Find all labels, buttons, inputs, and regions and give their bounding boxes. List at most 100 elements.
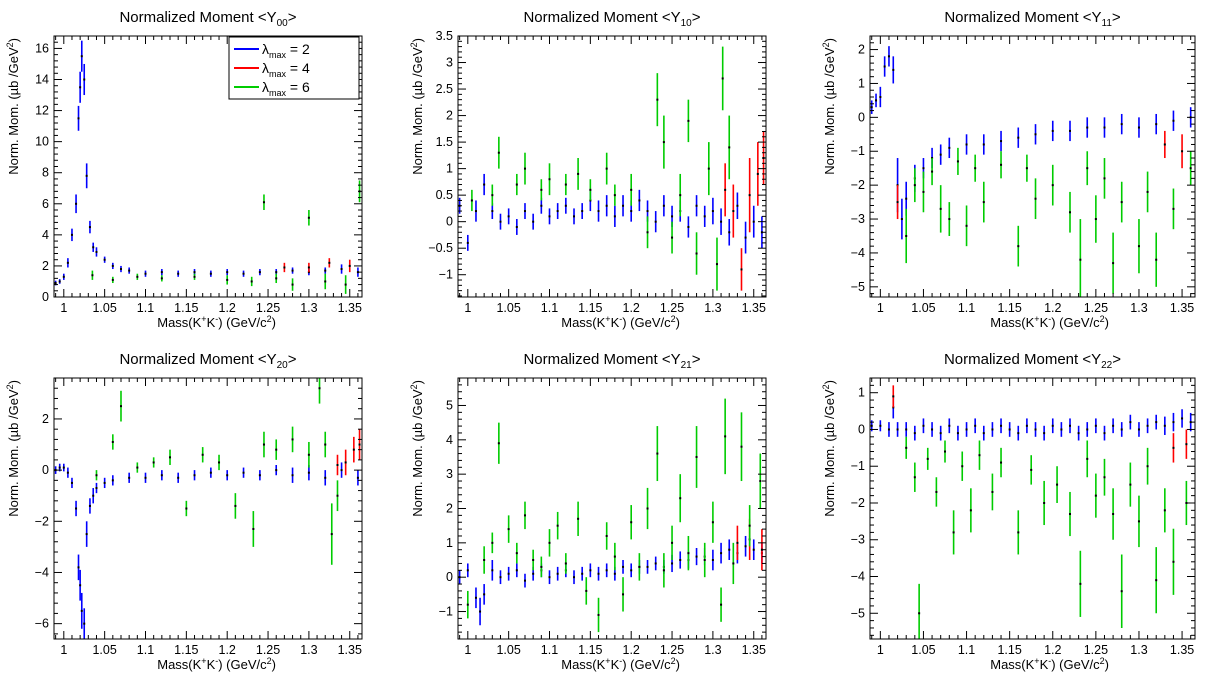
data-point [1103, 432, 1106, 435]
data-point [92, 494, 95, 497]
data-point [136, 466, 139, 469]
text-part: ) (GeV/c [1051, 315, 1100, 330]
series-blue [870, 46, 1192, 240]
data-point [879, 424, 882, 427]
data-point [474, 210, 477, 213]
data-point [879, 96, 882, 99]
data-point [324, 443, 327, 446]
data-point [922, 167, 925, 170]
text-part: Normalized Moment <Y [944, 9, 1101, 26]
data-point [136, 275, 139, 278]
data-point [1025, 167, 1028, 170]
x-tick-label: 1.2 [623, 301, 640, 315]
data-point [630, 521, 633, 524]
data-point [497, 442, 500, 445]
data-point [77, 117, 80, 120]
y-tick-label: −1 [851, 459, 865, 473]
x-tick-label: 1.05 [92, 643, 116, 657]
data-point [918, 612, 921, 615]
text-part: Normalized Moment <Y [523, 351, 680, 368]
text-part: Norm. Mom. (µb /GeV [822, 389, 837, 517]
data-point [605, 167, 608, 170]
data-point [193, 275, 196, 278]
x-axis-title: Mass(K+K-) (GeV/c2) [990, 314, 1109, 330]
data-point [1056, 483, 1059, 486]
text-part: 2 [5, 42, 15, 47]
data-point [88, 226, 91, 229]
data-point [515, 183, 518, 186]
data-point [1079, 582, 1082, 585]
data-point [160, 271, 163, 274]
data-point [991, 428, 994, 431]
x-tick-label: 1.25 [256, 301, 280, 315]
data-point [66, 471, 69, 474]
data-point [1086, 428, 1089, 431]
data-point [638, 199, 641, 202]
y-tick-label: −4 [35, 565, 49, 579]
data-point [128, 269, 131, 272]
data-point [275, 271, 278, 274]
data-point [119, 268, 122, 271]
data-point [83, 622, 86, 625]
data-point [961, 465, 964, 468]
data-point [1034, 133, 1037, 136]
data-point [209, 272, 212, 275]
data-point [1120, 123, 1123, 126]
data-point [307, 266, 310, 269]
text-part: 2 [409, 384, 419, 389]
data-point [1094, 218, 1097, 221]
x-tick-label: 1.15 [174, 643, 198, 657]
x-tick-label: 1.1 [541, 643, 558, 657]
data-point [597, 613, 600, 616]
x-tick-label: 1.2 [219, 301, 236, 315]
data-point [466, 241, 469, 244]
x-tick-label: 1 [60, 301, 67, 315]
data-point [687, 552, 690, 555]
text-part: ) [1105, 657, 1109, 672]
text-part: 11 [1102, 18, 1113, 29]
legend-entry: λmax = 4 [262, 60, 310, 79]
data-point [695, 204, 698, 207]
y-axis-title: Norm. Mom. (µb /GeV2) [821, 38, 837, 175]
x-tick-label: 1.25 [660, 643, 684, 657]
data-point [83, 78, 86, 81]
data-point [671, 541, 674, 544]
series-green [95, 378, 339, 565]
data-point [724, 188, 727, 191]
data-point [662, 204, 665, 207]
panel-title: Normalized Moment <Y20> [119, 351, 296, 371]
legend-entry: λmax = 6 [262, 79, 310, 98]
data-point [85, 174, 88, 177]
data-point [234, 504, 237, 507]
y-tick-label: 3 [446, 467, 453, 481]
plot-frame [869, 35, 1196, 298]
data-point [548, 541, 551, 544]
data-point [540, 565, 543, 568]
chart-panel-1: Normalized Moment <Y10>1 1.05 1.1 1.15 1.2 1.… [409, 9, 767, 330]
data-point [736, 204, 739, 207]
data-point [1155, 579, 1158, 582]
data-point [1051, 184, 1054, 187]
data-point [1103, 126, 1106, 129]
x-tick-label: 1.15 [578, 643, 602, 657]
x-tick-label: 1.2 [219, 643, 236, 657]
data-point [466, 603, 469, 606]
data-point [656, 98, 659, 101]
y-tick-label: 2 [858, 43, 865, 57]
data-point [491, 194, 494, 197]
data-point [613, 572, 616, 575]
y-tick-label: 2 [446, 109, 453, 123]
data-point [887, 428, 890, 431]
data-series-group [54, 378, 361, 639]
x-axis-title: Mass(K+K-) (GeV/c2) [561, 314, 680, 330]
data-point [1112, 262, 1115, 265]
panel-title: Normalized Moment <Y22> [944, 351, 1121, 371]
data-point [711, 521, 714, 524]
data-point [344, 283, 347, 286]
data-point [1146, 465, 1149, 468]
data-point [77, 566, 80, 569]
y-tick-label: 3 [446, 56, 453, 70]
text-part: Mass(K [157, 315, 201, 330]
text-part: Normalized Moment <Y [523, 9, 680, 26]
x-tick-label: 1.25 [256, 643, 280, 657]
